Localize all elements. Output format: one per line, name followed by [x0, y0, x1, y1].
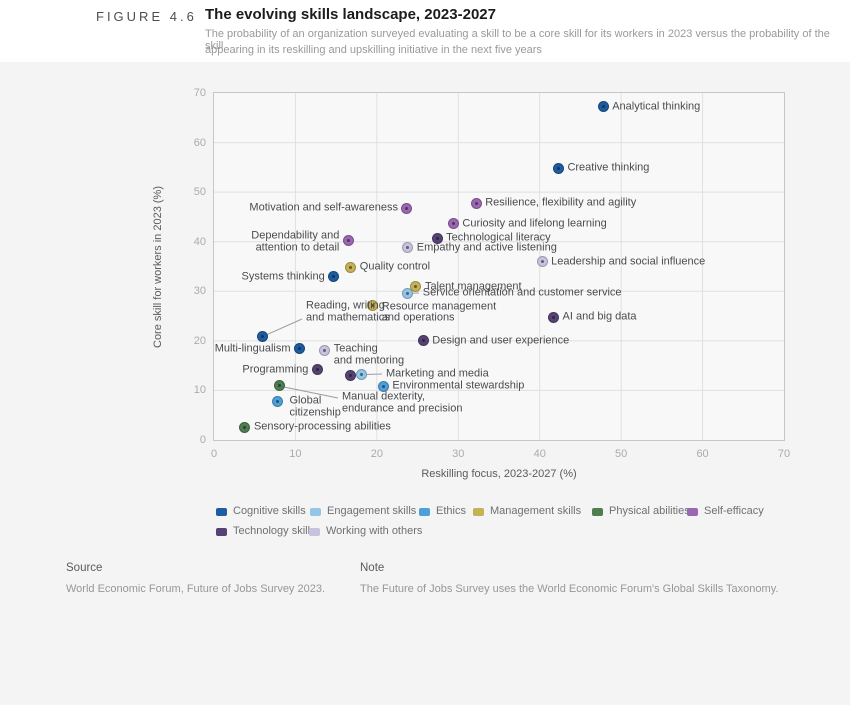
legend-label: Technology skills [233, 525, 316, 537]
legend-label: Self-efficacy [704, 505, 764, 517]
y-axis-tick-label: 40 [193, 235, 206, 248]
data-point [417, 335, 429, 347]
figure-subtitle-line2: appearing in its reskilling and upskilli… [205, 44, 542, 56]
legend-swatch-icon [309, 528, 320, 536]
legend-label: Working with others [326, 525, 423, 537]
data-point [319, 344, 331, 356]
data-point-label: Analytical thinking [612, 100, 701, 113]
data-point [272, 395, 283, 407]
legend-swatch-icon [310, 508, 321, 516]
note-heading: Note [360, 562, 385, 574]
data-point-label: Resilience, flexibility and agility [485, 196, 637, 209]
source-text: World Economic Forum, Future of Jobs Sur… [66, 583, 326, 595]
data-point [328, 271, 340, 283]
data-point [597, 101, 609, 113]
data-point-label: Reading, writing and mathematics [306, 299, 390, 323]
x-axis-tick-label: 0 [210, 448, 218, 460]
x-axis-tick-label: 60 [696, 448, 709, 460]
data-point [367, 300, 379, 312]
x-axis-tick-label: 40 [533, 448, 546, 460]
legend-swatch-icon [473, 508, 484, 516]
data-point-label: Marketing and media [386, 367, 489, 380]
data-point-label: Environmental stewardship [392, 379, 525, 392]
data-point [294, 343, 305, 355]
legend-swatch-icon [592, 508, 603, 516]
data-point-label: Multi-lingualism [214, 342, 291, 355]
data-point [377, 380, 389, 392]
data-point-label: Curiosity and lifelong learning [462, 217, 607, 230]
data-point-label: Resource management and operations [381, 300, 497, 324]
y-axis-tick-label: 50 [193, 186, 206, 199]
legend-swatch-icon [216, 508, 227, 516]
y-axis-tick-label: 70 [193, 87, 206, 99]
data-point-label: Sensory-processing abilities [253, 420, 391, 433]
data-point-label: Teaching and mentoring [333, 342, 405, 367]
data-point-label: Empathy and active listening [416, 240, 557, 253]
data-point [470, 197, 482, 209]
x-axis-tick-label: 30 [452, 448, 465, 460]
x-axis-tick-label: 70 [777, 448, 791, 460]
data-point-label: Talent management [424, 280, 522, 293]
data-point [345, 261, 357, 273]
y-axis-tick-label: 20 [193, 334, 206, 347]
data-point [536, 256, 548, 268]
data-point-label: Dependability and attention to detail [251, 229, 340, 254]
legend-swatch-icon [687, 508, 698, 516]
figure-subtitle-line1: The probability of an organization surve… [205, 28, 830, 52]
x-axis-tick-label: 10 [289, 448, 302, 460]
legend-label: Management skills [490, 505, 582, 517]
data-point [239, 421, 251, 433]
x-axis-title: Reskilling focus, 2023-2027 (%) [421, 468, 577, 480]
legend-label: Ethics [436, 505, 466, 517]
y-axis-tick-label: 30 [193, 285, 206, 298]
figure-title: The evolving skills landscape, 2023-2027 [205, 6, 496, 23]
data-point [447, 218, 459, 230]
data-point-label: Motivation and self-awareness [249, 201, 398, 214]
legend-swatch-icon [419, 508, 430, 516]
legend-label: Cognitive skills [233, 505, 306, 517]
x-axis-tick-label: 50 [615, 448, 628, 460]
source-heading: Source [66, 562, 103, 574]
data-point [273, 380, 285, 392]
data-point-label: Global citizenship [289, 394, 341, 419]
gridlines-and-leader-lines [214, 93, 784, 440]
data-point-label: Design and user experience [432, 334, 570, 347]
y-axis-tick-label: 10 [193, 384, 206, 397]
data-point-label: Manual dexterity, endurance and precisio… [342, 390, 463, 414]
data-point-label: Technological literacy [446, 231, 551, 244]
data-point-label: Leadership and social influence [551, 254, 706, 267]
y-axis-tick-label: 60 [193, 136, 206, 149]
data-point [548, 311, 560, 323]
data-point [257, 330, 269, 342]
data-point [552, 162, 564, 174]
legend-label: Physical abilities [609, 505, 690, 517]
data-point-label: Creative thinking [567, 161, 650, 174]
legend-swatch-icon [216, 528, 227, 536]
data-point [402, 242, 414, 254]
data-point [401, 202, 413, 214]
figure-number-label: FIGURE 4.6 [96, 9, 197, 24]
data-point [410, 281, 422, 293]
label-leader-line [279, 385, 339, 399]
data-point [431, 232, 443, 244]
y-axis-tick-label: 0 [199, 434, 206, 446]
data-point [342, 234, 354, 246]
data-point-label: Service orientation and customer service [422, 286, 622, 299]
data-point [311, 364, 323, 376]
legend-label: Engagement skills [327, 505, 417, 517]
note-text: The Future of Jobs Survey uses the World… [360, 583, 779, 595]
data-point-label: AI and big data [562, 310, 637, 323]
data-point-label: Programming [242, 362, 309, 375]
data-point [355, 369, 367, 381]
data-point-label: Quality control [359, 260, 431, 273]
label-leader-line [262, 318, 303, 337]
y-axis-title: Core skill for workers in 2023 (%) [152, 185, 164, 348]
data-point [402, 287, 414, 299]
scatter-plot-area: Core skill for workers in 2023 (%) Reski… [152, 87, 790, 480]
x-axis-tick-label: 20 [370, 448, 383, 460]
data-point [345, 369, 357, 381]
data-point-label: Systems thinking [241, 270, 325, 283]
